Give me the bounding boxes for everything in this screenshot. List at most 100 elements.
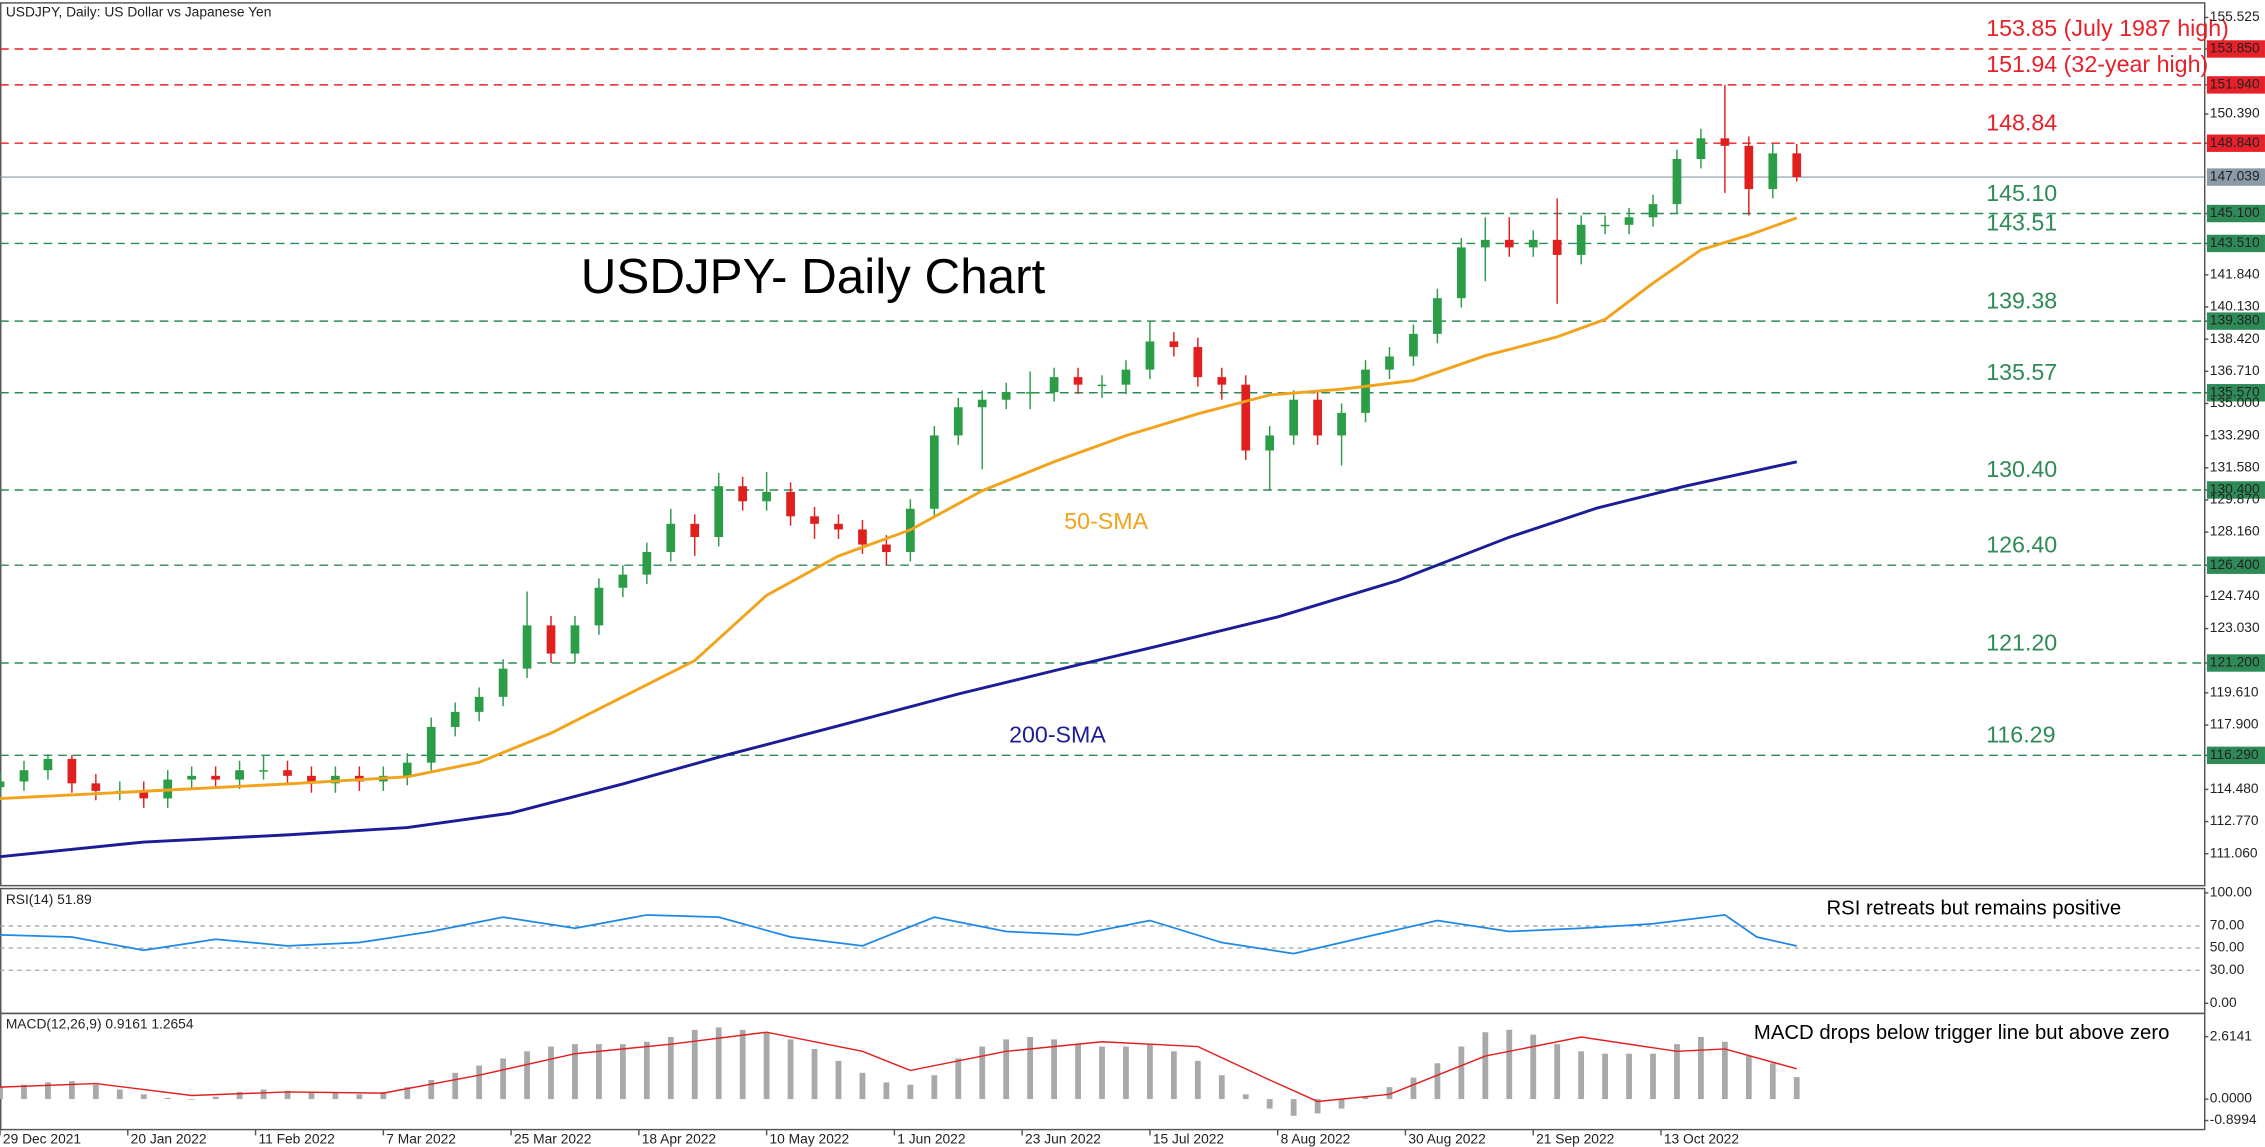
candle-body [1720,138,1730,146]
rsi-tick-label: 30.00 [2210,962,2245,977]
macd-panel [0,1012,2206,1131]
candle-body [474,696,484,712]
candle-body [1696,138,1706,159]
candle-body [546,625,556,654]
y-tick-label: 155.525 [2210,9,2260,24]
macd-bar [739,1029,746,1100]
candle-body [1121,369,1131,385]
y-tick-label: 136.710 [2210,363,2260,378]
macd-bar [572,1044,578,1100]
x-tick-label: 25 Mar 2022 [514,1131,591,1146]
candle-body [1792,153,1802,178]
candle-body [498,668,508,697]
macd-bar [1027,1036,1034,1100]
chart-header: USDJPY, Daily: US Dollar vs Japanese Yen [6,5,272,20]
candle-body [307,775,316,784]
candle-body [1409,333,1418,357]
y-tick-highlight [2206,234,2265,253]
candle-body [1073,377,1083,385]
macd-annotation: MACD drops below trigger line but above … [1754,1022,2169,1044]
y-tick-label: 151.940 [2210,77,2260,92]
macd-bar [45,1082,51,1100]
candle-body [522,625,532,669]
y-tick-highlight [2206,746,2265,765]
macd-bar [1003,1039,1010,1100]
macd-bar [1362,1096,1369,1100]
macd-bar [1338,1099,1345,1109]
y-tick-label: 139.380 [2210,313,2260,328]
candle-body [1241,384,1251,451]
y-tick-label: 116.290 [2210,747,2259,762]
candle-body [139,790,149,799]
macd-bar [931,1075,938,1100]
macd-bar [1482,1032,1489,1100]
macd-bar [1721,1041,1728,1100]
last-price-box [2206,168,2265,186]
macd-bar [1147,1044,1153,1100]
candle-body [834,523,843,530]
candle-body [0,781,5,788]
macd-bar [691,1029,698,1100]
macd-bar [1698,1036,1704,1100]
macd-bar [356,1094,363,1100]
candle-body [1169,341,1179,348]
macd-bar [260,1089,267,1100]
y-tick-label: 145.100 [2210,205,2260,220]
macd-bar [1242,1094,1249,1100]
candle-body [1600,224,1610,227]
candle-body [762,491,771,502]
x-tick-label: 1 Jun 2022 [897,1131,965,1146]
macd-bar [1650,1053,1656,1100]
y-tick-label: 133.290 [2210,427,2260,442]
candle-body [1313,399,1322,436]
macd-bar [1793,1077,1800,1100]
y-tick-label: 119.610 [2210,685,2259,700]
y-tick-label: 140.130 [2210,299,2260,314]
x-tick-label: 29 Dec 2021 [3,1131,81,1146]
y-tick-label: 135.570 [2210,384,2260,399]
y-tick-label: 112.770 [2210,813,2259,828]
y-tick-label: 131.580 [2210,459,2260,474]
macd-tick-label: -0.8994 [2210,1112,2257,1127]
y-tick-label: 126.400 [2210,557,2260,572]
y-tick-highlight [2206,481,2265,499]
macd-bar [500,1058,507,1100]
candle-body [1049,377,1059,393]
candle-body [331,775,340,784]
candle-body [1456,247,1466,299]
macd-bar [1194,1060,1201,1100]
rsi-tick-label: 70.00 [2210,918,2245,933]
macd-bar [979,1046,986,1100]
candle-body [1097,384,1107,387]
x-tick-label: 15 Jul 2022 [1153,1131,1224,1146]
candle-body [786,491,795,517]
macd-bar [164,1097,171,1100]
candle-body [1337,412,1346,436]
candle-body [810,516,819,524]
macd-bar [1290,1099,1297,1116]
candle-body [450,711,460,727]
rsi-title: RSI(14) 51.89 [6,892,92,907]
candle-body [738,486,748,502]
y-tick-label: 114.480 [2210,781,2259,796]
candle-body [666,523,676,553]
macd-bar [1075,1044,1081,1100]
candle-body [211,775,220,780]
macd-bar [188,1099,195,1100]
x-tick-label: 10 May 2022 [770,1131,850,1146]
rsi-line [0,914,1797,955]
macd-bar [1266,1099,1273,1109]
y-tick-label: 135.000 [2210,395,2260,410]
candle-body [858,529,867,545]
macd-bar [0,1087,3,1100]
candle-body [1289,399,1299,436]
candle-body [1385,356,1394,370]
macd-bar [1745,1056,1752,1100]
macd-bar [21,1084,27,1100]
macd-bar [715,1027,722,1100]
candle-body [43,758,53,771]
chart-title: USDJPY- Daily Chart [581,249,1046,304]
candle-body [714,486,724,537]
macd-bar [907,1084,914,1100]
